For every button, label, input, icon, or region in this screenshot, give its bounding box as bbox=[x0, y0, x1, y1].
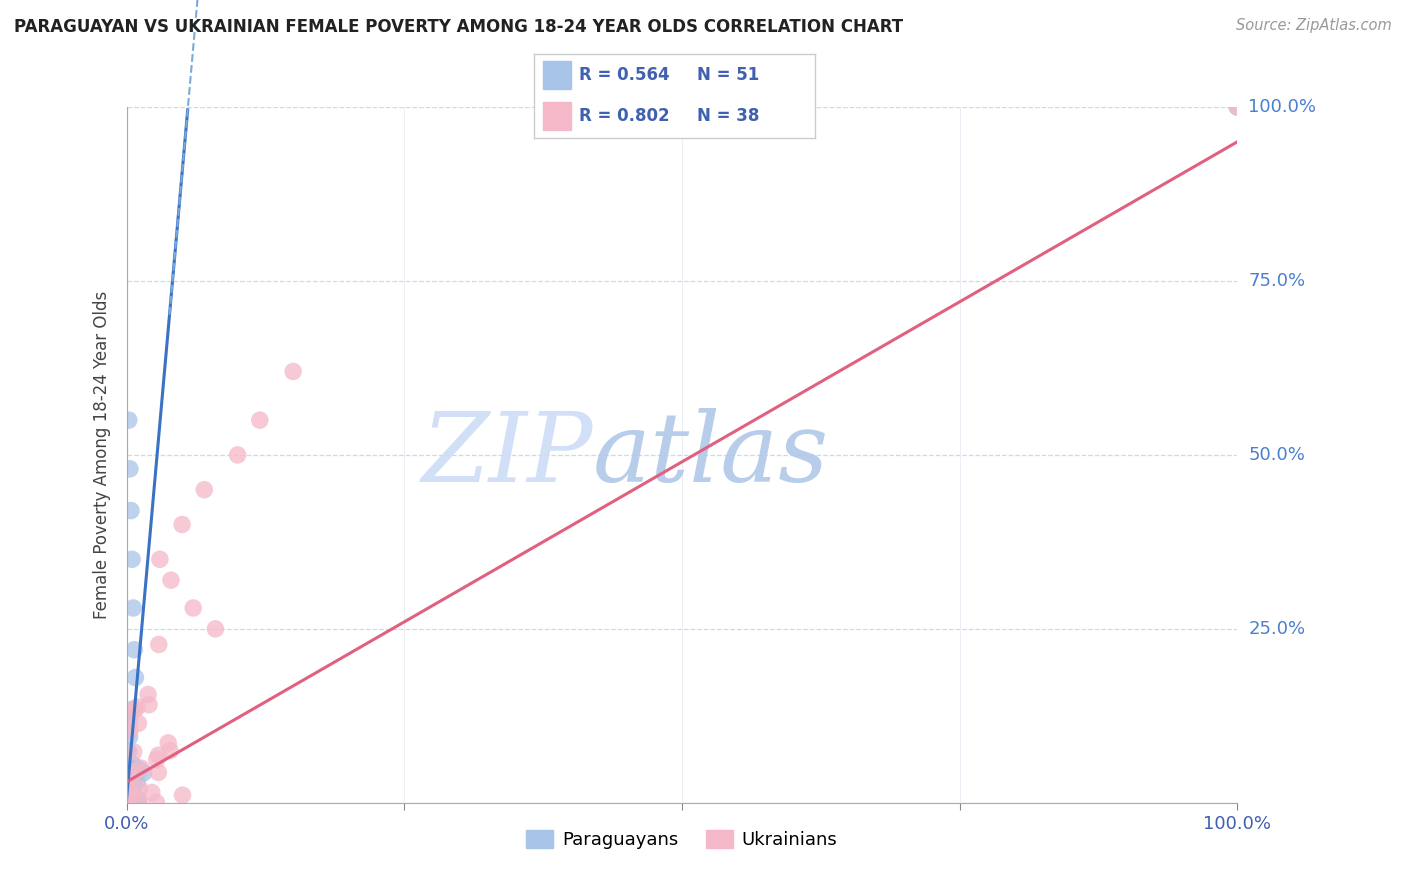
Point bbox=[136, 688, 159, 702]
Bar bbox=[543, 102, 571, 130]
Text: 100.0%: 100.0% bbox=[1249, 98, 1316, 116]
Point bbox=[204, 622, 226, 636]
Point bbox=[117, 794, 139, 808]
Text: R = 0.802: R = 0.802 bbox=[579, 107, 669, 125]
Point bbox=[159, 744, 181, 758]
Text: ZIP: ZIP bbox=[422, 408, 593, 502]
Point bbox=[120, 503, 142, 517]
Point bbox=[115, 761, 138, 775]
Bar bbox=[543, 62, 571, 89]
Point bbox=[115, 772, 138, 786]
Point bbox=[115, 760, 138, 774]
Point bbox=[128, 763, 150, 777]
Point bbox=[120, 775, 142, 789]
Point bbox=[118, 778, 141, 792]
Y-axis label: Female Poverty Among 18-24 Year Olds: Female Poverty Among 18-24 Year Olds bbox=[93, 291, 111, 619]
Point bbox=[1226, 100, 1249, 114]
Point bbox=[148, 765, 170, 780]
Text: N = 38: N = 38 bbox=[697, 107, 759, 125]
Point bbox=[127, 716, 149, 731]
Point bbox=[226, 448, 249, 462]
Point bbox=[121, 790, 143, 805]
Point bbox=[124, 702, 146, 716]
Point bbox=[148, 748, 170, 763]
Point bbox=[118, 780, 141, 795]
Text: R = 0.564: R = 0.564 bbox=[579, 66, 669, 84]
Point bbox=[160, 573, 183, 587]
Point bbox=[172, 517, 194, 532]
Point bbox=[117, 768, 139, 782]
Point bbox=[117, 745, 139, 759]
Text: atlas: atlas bbox=[593, 408, 830, 502]
Point bbox=[127, 793, 149, 807]
Point bbox=[117, 709, 139, 723]
Point bbox=[118, 462, 141, 476]
Point bbox=[145, 796, 167, 810]
Point bbox=[145, 752, 167, 766]
Point bbox=[127, 775, 149, 789]
Point bbox=[115, 785, 138, 799]
Point bbox=[157, 736, 180, 750]
Text: 25.0%: 25.0% bbox=[1249, 620, 1306, 638]
Point bbox=[118, 730, 141, 744]
Point bbox=[193, 483, 215, 497]
Point bbox=[124, 671, 146, 685]
Point bbox=[118, 779, 141, 793]
Point bbox=[122, 758, 145, 772]
Point bbox=[117, 777, 139, 791]
Point bbox=[118, 796, 141, 810]
Point bbox=[120, 702, 142, 716]
Point bbox=[281, 364, 304, 378]
Point bbox=[117, 781, 139, 796]
Point bbox=[124, 642, 146, 657]
Point bbox=[117, 780, 139, 795]
Point bbox=[181, 601, 204, 615]
Point bbox=[122, 758, 145, 772]
Point bbox=[132, 766, 155, 780]
Point bbox=[118, 779, 141, 793]
Point bbox=[117, 743, 139, 757]
Point bbox=[127, 794, 149, 808]
Point bbox=[115, 780, 138, 795]
Point bbox=[118, 792, 141, 806]
Point bbox=[122, 788, 145, 802]
Point bbox=[121, 552, 143, 566]
Point bbox=[117, 780, 139, 795]
Point bbox=[121, 789, 143, 803]
Point bbox=[121, 783, 143, 797]
Point bbox=[120, 764, 142, 778]
Text: N = 51: N = 51 bbox=[697, 66, 759, 84]
Point bbox=[124, 779, 146, 793]
Legend: Paraguayans, Ukrainians: Paraguayans, Ukrainians bbox=[519, 822, 845, 856]
Point bbox=[118, 783, 141, 797]
Point bbox=[118, 413, 141, 427]
Point bbox=[131, 761, 153, 775]
Point bbox=[148, 638, 170, 652]
Point bbox=[118, 771, 141, 785]
Point bbox=[128, 792, 150, 806]
Point bbox=[124, 764, 146, 779]
Point bbox=[118, 771, 141, 785]
Text: 75.0%: 75.0% bbox=[1249, 272, 1306, 290]
Point bbox=[118, 714, 141, 729]
Point bbox=[141, 785, 163, 799]
Point bbox=[122, 601, 145, 615]
Text: 50.0%: 50.0% bbox=[1249, 446, 1305, 464]
Point bbox=[122, 787, 145, 801]
Point bbox=[138, 698, 160, 712]
Point bbox=[118, 711, 141, 725]
Point bbox=[249, 413, 271, 427]
Point bbox=[127, 700, 149, 714]
Point bbox=[149, 552, 172, 566]
Point bbox=[1226, 100, 1249, 114]
Point bbox=[120, 723, 142, 738]
Text: Source: ZipAtlas.com: Source: ZipAtlas.com bbox=[1236, 18, 1392, 33]
Text: PARAGUAYAN VS UKRAINIAN FEMALE POVERTY AMONG 18-24 YEAR OLDS CORRELATION CHART: PARAGUAYAN VS UKRAINIAN FEMALE POVERTY A… bbox=[14, 18, 903, 36]
Point bbox=[128, 781, 150, 796]
Point bbox=[117, 785, 139, 799]
Point bbox=[172, 788, 194, 802]
Point bbox=[122, 745, 145, 759]
